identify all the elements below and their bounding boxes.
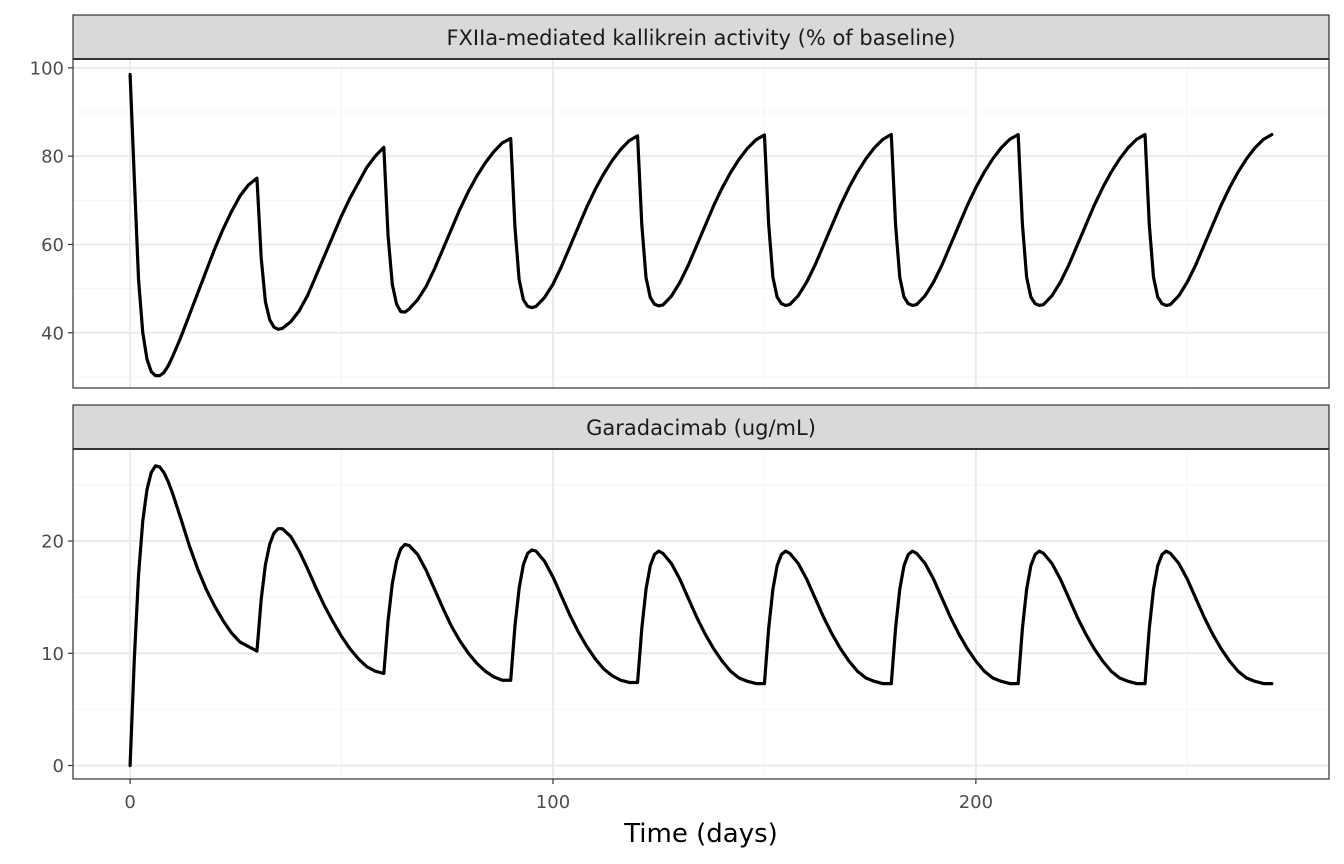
x-tick-label: 100 [536, 792, 570, 813]
y-tick-label: 80 [41, 147, 64, 168]
y-tick-label: 60 [41, 235, 64, 256]
y-axis-ticks: 40 60 80 100 [30, 58, 73, 344]
panel-background [73, 449, 1329, 779]
y-tick-label: 0 [53, 756, 64, 777]
gridlines [73, 59, 1329, 388]
x-tick-label: 0 [124, 792, 135, 813]
x-axis: 0 100 200 [124, 779, 993, 813]
strip-label: Garadacimab (ug/mL) [586, 416, 816, 440]
gridlines [73, 449, 1329, 779]
strip-background [72, 14, 1330, 60]
series-line [128, 464, 1274, 768]
panel-background [73, 59, 1329, 388]
strip-background [72, 404, 1330, 450]
y-tick-label: 20 [41, 532, 64, 553]
x-axis-title: Time (days) [623, 819, 778, 849]
garadacimab-concentration-panel: Garadacimab (ug/mL) 0 10 20 [41, 404, 1330, 780]
y-tick-label: 40 [41, 323, 64, 344]
x-tick-label: 200 [959, 792, 993, 813]
kallikrein-activity-panel: FXIIa-mediated kallikrein activity (% of… [30, 14, 1330, 389]
series-line [128, 72, 1274, 378]
y-tick-label: 100 [30, 58, 64, 79]
y-tick-label: 10 [41, 644, 64, 665]
strip-label: FXIIa-mediated kallikrein activity (% of… [446, 26, 955, 50]
y-axis-ticks: 0 10 20 [41, 532, 73, 777]
